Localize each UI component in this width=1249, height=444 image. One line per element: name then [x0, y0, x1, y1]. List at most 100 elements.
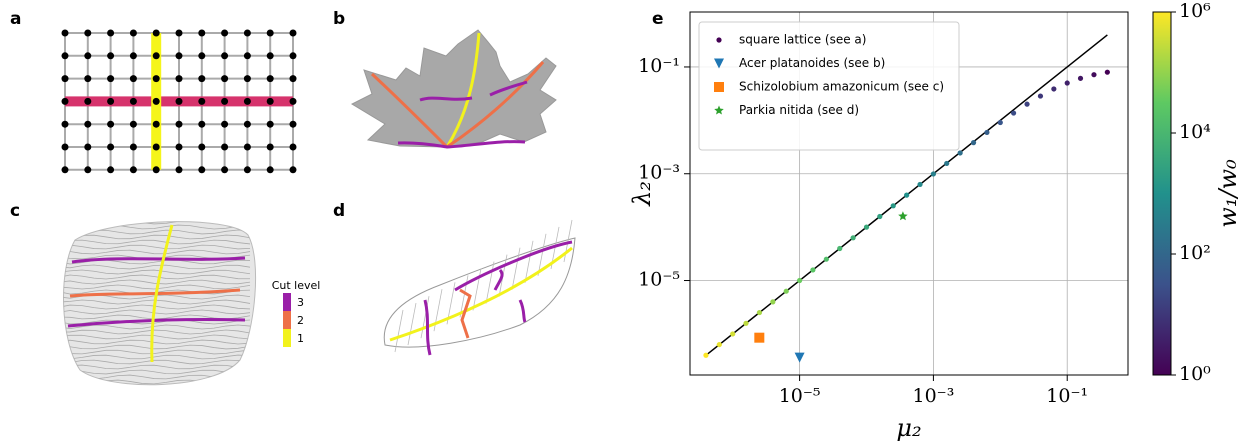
vein	[63, 244, 251, 250]
panel-label: e	[652, 9, 664, 29]
data-point	[970, 140, 977, 146]
lattice-node	[152, 143, 160, 151]
legend-label: square lattice (see a)	[739, 33, 866, 47]
colorbar-label: w₁/w₀	[1214, 159, 1242, 228]
data-point	[730, 331, 736, 337]
data-point	[743, 320, 749, 326]
data-point	[1104, 69, 1110, 75]
data-point	[930, 171, 937, 177]
data-point	[877, 213, 883, 220]
lattice-node	[152, 29, 160, 37]
panel-label: d	[333, 201, 345, 221]
vein	[63, 349, 251, 355]
vein	[63, 364, 251, 370]
data-point	[716, 341, 722, 348]
lattice-node	[175, 120, 183, 128]
lattice-node	[198, 97, 206, 105]
vein	[63, 334, 251, 340]
lattice-node	[266, 97, 274, 105]
lattice-node	[221, 166, 229, 174]
x-tick-label: 10⁻⁵	[779, 385, 821, 407]
data-point	[703, 352, 709, 358]
x-axis-label: μ₂	[896, 414, 921, 442]
vein	[63, 359, 251, 365]
lattice-node	[289, 52, 297, 60]
lattice-node	[221, 75, 229, 83]
vein	[420, 296, 430, 339]
cut-legend: Cut level 3 2 1	[272, 279, 320, 347]
lattice-node	[243, 120, 251, 128]
legend-swatch	[283, 293, 291, 311]
lattice-node	[61, 166, 69, 174]
lattice-node	[175, 29, 183, 37]
lattice-node	[198, 143, 206, 151]
data-point	[1037, 93, 1044, 99]
y-tick-label: 10⁻⁵	[638, 269, 680, 291]
lattice-node	[198, 75, 206, 83]
lattice-node	[129, 166, 137, 174]
panel-label: b	[333, 9, 345, 29]
data-point	[1064, 80, 1070, 86]
data-point	[984, 129, 990, 136]
lattice-node	[84, 97, 92, 105]
x-tick-label: 10⁻¹	[1046, 385, 1088, 407]
lattice-node	[243, 75, 251, 83]
data-point	[810, 267, 816, 273]
lattice-node	[175, 75, 183, 83]
vein	[63, 234, 251, 240]
lattice-node	[221, 29, 229, 37]
data-point	[863, 224, 870, 230]
lattice-node	[175, 166, 183, 174]
data-point	[756, 309, 763, 316]
plot-frame	[689, 11, 1129, 376]
y-tick-label: 10⁻¹	[638, 55, 680, 77]
vein	[63, 249, 251, 255]
lattice-node	[107, 75, 115, 83]
vein	[63, 239, 251, 245]
vein	[511, 247, 521, 290]
lattice-node	[221, 52, 229, 60]
lattice-node	[61, 97, 69, 105]
lattice-node	[129, 143, 137, 151]
lattice-node	[129, 29, 137, 37]
lattice-node	[289, 29, 297, 37]
lattice-node	[152, 120, 160, 128]
lattice-node	[84, 29, 92, 37]
lattice-drawing	[61, 29, 297, 174]
lattice-node	[243, 166, 251, 174]
y-tick-label: 10⁻³	[638, 162, 680, 184]
vein	[63, 264, 251, 270]
lattice-node	[221, 97, 229, 105]
data-point	[957, 150, 963, 156]
legend-label: Parkia nitida (see d)	[739, 103, 859, 117]
lattice-node	[198, 120, 206, 128]
data-point	[770, 299, 776, 305]
elongated-leaf	[383, 219, 576, 356]
lattice-node	[289, 120, 297, 128]
colorbar-tick-label: 10⁰	[1179, 363, 1211, 385]
lattice-node	[243, 97, 251, 105]
legend-label: 3	[297, 296, 304, 309]
lattice-node	[61, 120, 69, 128]
data-point	[1077, 75, 1084, 81]
panel-label: c	[10, 201, 20, 221]
vein	[63, 369, 251, 375]
data-point	[1091, 72, 1097, 78]
lattice-node	[175, 52, 183, 60]
vein	[63, 274, 251, 280]
legend-label: Acer platanoides (see b)	[739, 56, 885, 70]
lattice-node	[243, 143, 251, 151]
colorbar	[1152, 11, 1172, 376]
legend-label: 2	[297, 314, 304, 327]
data-point	[783, 288, 789, 294]
scatter-panel: 10⁻⁵ 10⁻³ 10⁻¹ 10⁻⁵ 10⁻³ 10⁻¹ μ₂ λ₂ square latti…	[628, 0, 1242, 442]
vein	[63, 339, 251, 345]
vein	[394, 309, 404, 353]
data-point	[1051, 86, 1057, 92]
colorbar-tick-label: 10⁶	[1179, 0, 1211, 22]
vein	[485, 261, 495, 304]
lattice-node	[289, 143, 297, 151]
lattice-node	[266, 29, 274, 37]
lattice-node	[152, 97, 160, 105]
